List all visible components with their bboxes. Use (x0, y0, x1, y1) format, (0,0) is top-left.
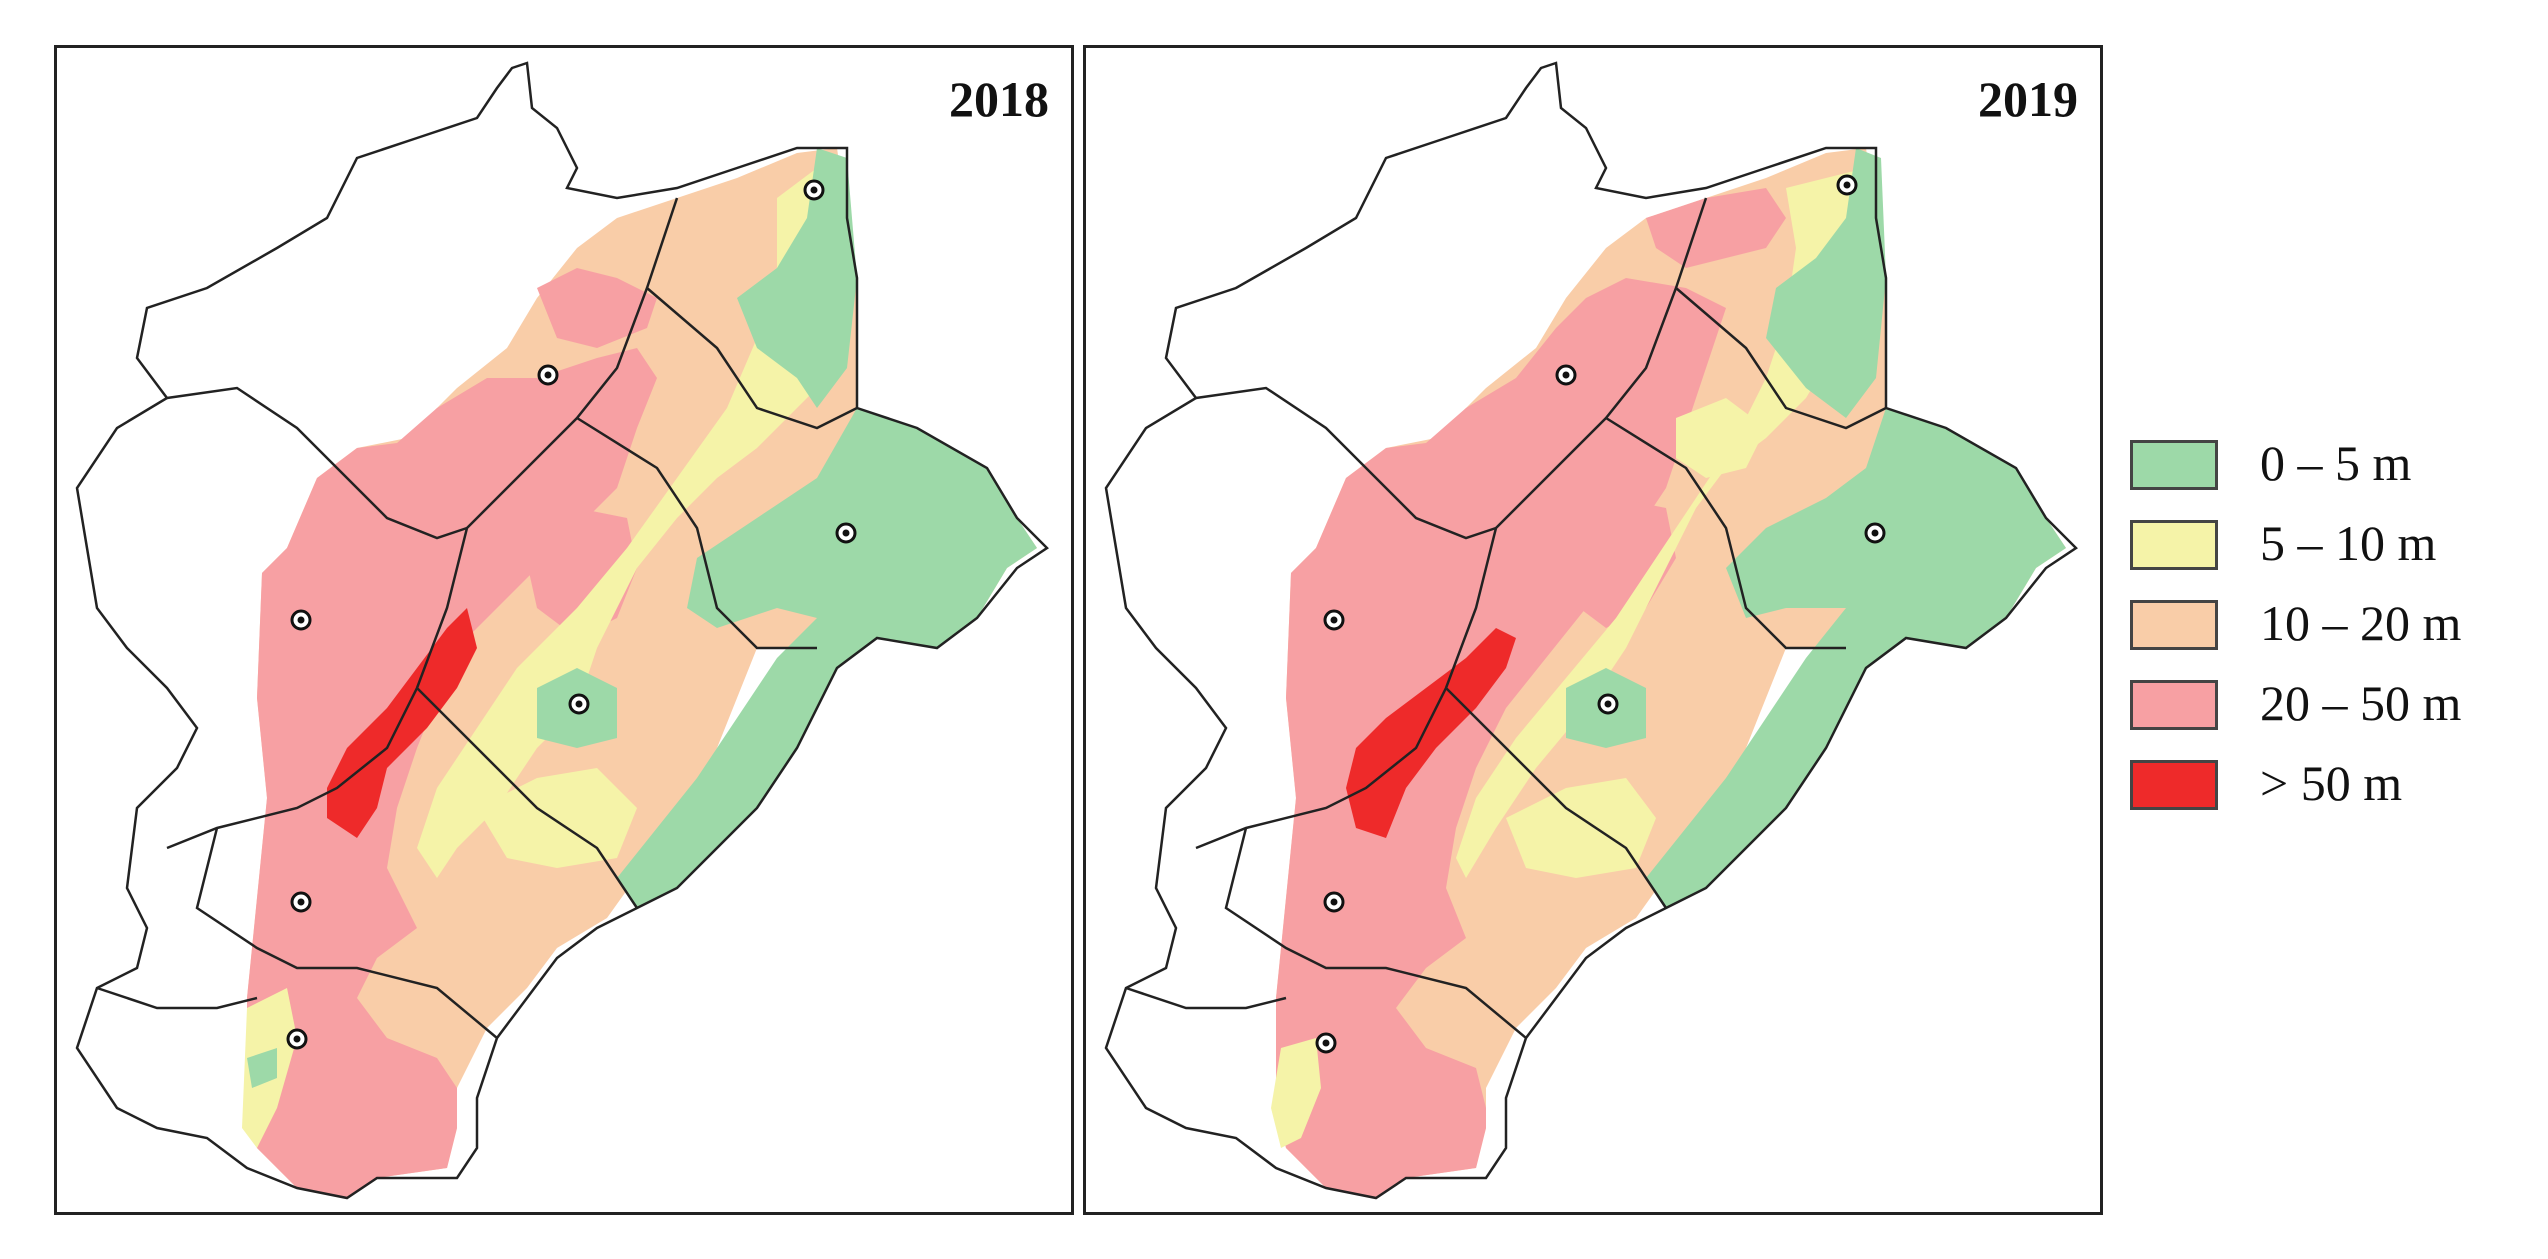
station-marker-icon (1330, 616, 1338, 624)
legend-item-0-5m: 0 – 5 m (2130, 432, 2530, 496)
station-marker-icon (810, 186, 818, 194)
year-label-2019: 2019 (1978, 71, 2078, 127)
map-panel-2019: 2019 (1083, 45, 2103, 1215)
inner-boundary-2 (166, 197, 679, 850)
map-panel-2018: 2018 (54, 45, 1074, 1215)
zone-0-5m-sw (247, 1048, 277, 1088)
zone-5-10m (417, 168, 857, 878)
inner-boundary-1 (166, 386, 468, 540)
station-marker-icon (1843, 181, 1851, 189)
inner-boundary-5 (1445, 687, 1668, 909)
outer-boundary (75, 61, 1049, 1200)
legend-label: 5 – 10 m (2260, 515, 2437, 571)
inner-boundary-3 (1675, 287, 1887, 430)
legend-swatch (2130, 520, 2218, 570)
legend-label: 10 – 20 m (2260, 595, 2462, 651)
station-marker-icon (1604, 700, 1612, 708)
zone-over-50m (1346, 628, 1516, 838)
station-marker-icon (575, 700, 583, 708)
map-2019 (1104, 61, 2078, 1200)
inner-boundary-2 (1195, 197, 1708, 850)
legend-item-20-50m: 20 – 50 m (2130, 672, 2530, 736)
zone-20-50m (247, 348, 657, 1198)
legend-swatch (2130, 680, 2218, 730)
station-marker-icon (544, 371, 552, 379)
region-boundaries (75, 61, 1049, 1200)
station-markers (1315, 174, 1886, 1054)
legend-label: 20 – 50 m (2260, 675, 2462, 731)
inner-boundary-5 (416, 687, 639, 909)
inner-boundary-4 (576, 416, 817, 650)
zone-5-10m-mid (1676, 398, 1766, 478)
legend-swatch (2130, 760, 2218, 810)
zone-20-50m-north (537, 268, 657, 348)
inner-boundary-6 (195, 827, 498, 1039)
station-marker-icon (1871, 529, 1879, 537)
station-marker-icon (293, 1035, 301, 1043)
inner-boundary-7 (96, 986, 258, 1010)
station-markers (286, 179, 857, 1050)
inner-boundary-6 (1224, 827, 1527, 1039)
inner-boundary-1 (1195, 386, 1497, 540)
zone-0-5m-ne (737, 148, 857, 408)
zone-0-5m-ne (1766, 148, 1886, 418)
station-marker-icon (1330, 898, 1338, 906)
zone-over-50m (327, 608, 477, 838)
station-marker-icon (297, 616, 305, 624)
zone-20-50m-north (1646, 188, 1786, 268)
zone-0-5m-east (617, 408, 1037, 908)
station-marker-icon (1562, 371, 1570, 379)
inner-boundary-7 (1125, 986, 1287, 1010)
zone-5-10m-south (1506, 778, 1656, 878)
legend-item-over-50m: > 50 m (2130, 752, 2530, 816)
zone-5-10m (1456, 168, 1876, 878)
inner-boundary-4 (1605, 416, 1846, 650)
zone-5-10m-sw (1271, 1038, 1321, 1148)
legend-item-10-20m: 10 – 20 m (2130, 592, 2530, 656)
zone-5-10m-south (477, 768, 637, 868)
legend-swatch (2130, 440, 2218, 490)
station-marker-icon (842, 529, 850, 537)
inner-boundary-3 (646, 287, 858, 430)
year-label-2018: 2018 (949, 71, 1049, 127)
legend-item-5-10m: 5 – 10 m (2130, 512, 2530, 576)
station-marker-icon (1322, 1039, 1330, 1047)
legend-swatch (2130, 600, 2218, 650)
legend-label: 0 – 5 m (2260, 435, 2412, 491)
outer-boundary (1104, 61, 2078, 1200)
map-2018 (75, 61, 1049, 1200)
legend-label: > 50 m (2260, 755, 2403, 811)
zone-0-5m-east (1646, 408, 2066, 908)
region-boundaries (1104, 61, 2078, 1200)
station-marker-icon (297, 898, 305, 906)
